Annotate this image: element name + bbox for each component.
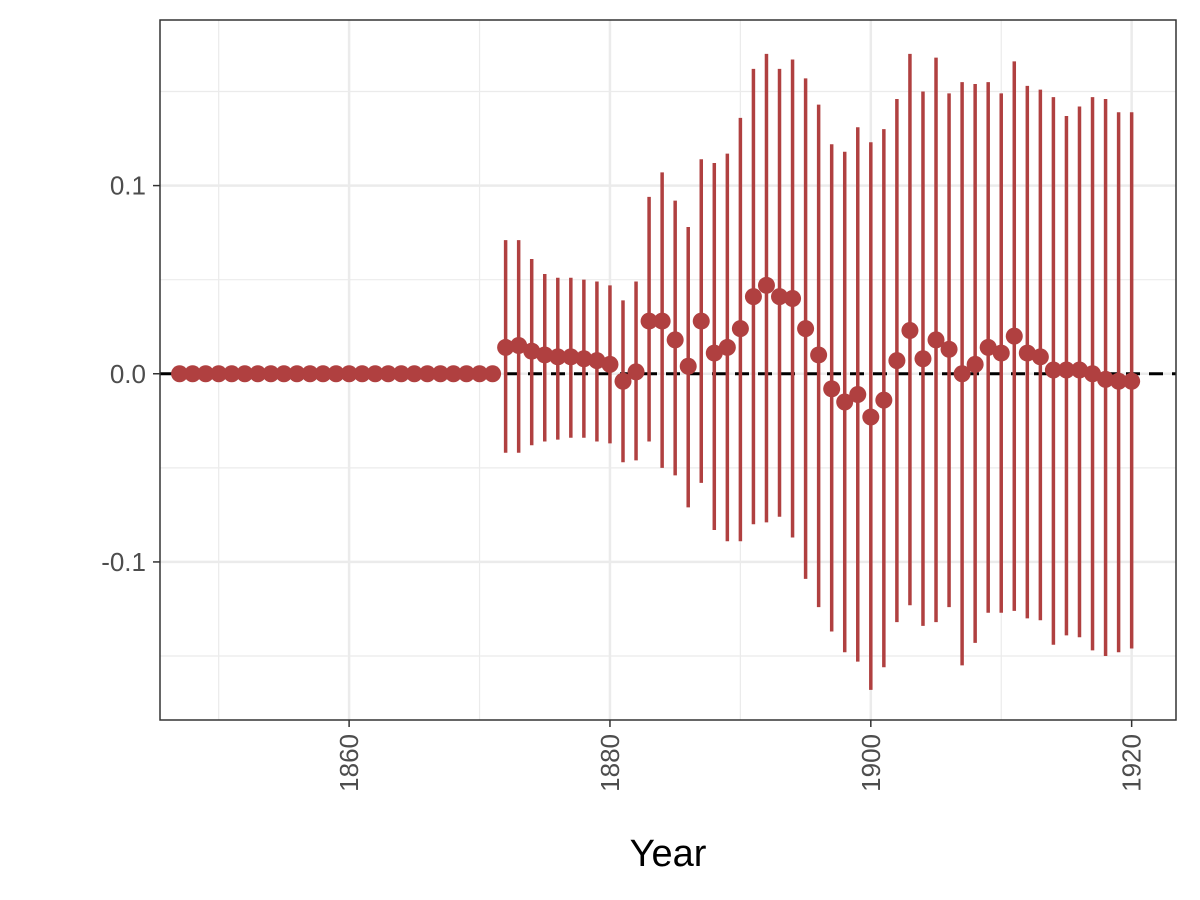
y-tick-label: 0.0: [110, 359, 146, 389]
estimate-point: [536, 346, 554, 364]
estimate-point: [640, 312, 658, 330]
panel-border: [159, 19, 1177, 721]
estimate-point: [262, 365, 280, 383]
error-bars: [503, 53, 1134, 690]
estimate-point: [862, 408, 880, 426]
estimate-point: [914, 350, 932, 368]
estimate-point: [523, 342, 541, 360]
estimate-point: [184, 365, 202, 383]
estimate-point: [979, 338, 997, 356]
estimate-point: [549, 348, 567, 366]
estimate-point: [940, 340, 958, 358]
x-tick-label: 1860: [334, 734, 364, 792]
x-axis: 1860 1880 1900 1920: [334, 720, 1147, 792]
estimate-point: [823, 380, 841, 398]
y-axis: -0.1 0.0 0.1: [101, 171, 160, 577]
estimate-point: [288, 365, 306, 383]
y-tick-label: 0.1: [110, 171, 146, 201]
estimate-point: [249, 365, 267, 383]
estimate-point: [679, 357, 697, 375]
estimate-point: [497, 338, 515, 356]
estimate-point: [431, 365, 449, 383]
estimate-point: [771, 288, 789, 306]
estimate-point: [444, 365, 462, 383]
estimate-point: [1097, 370, 1115, 388]
estimate-point: [484, 365, 502, 383]
estimate-point: [171, 365, 189, 383]
estimate-point: [718, 338, 736, 356]
estimate-point: [1044, 361, 1062, 379]
x-tick-label: 1900: [856, 734, 886, 792]
estimate-point: [471, 365, 489, 383]
estimate-point: [666, 331, 684, 349]
estimate-point: [810, 346, 828, 364]
estimate-point: [275, 365, 293, 383]
estimate-point: [849, 385, 867, 403]
estimate-point: [588, 352, 606, 370]
estimate-point: [927, 331, 945, 349]
estimate-point: [1084, 365, 1102, 383]
estimate-point: [966, 355, 984, 373]
estimate-point: [223, 365, 241, 383]
estimate-point: [705, 344, 723, 362]
estimate-point: [797, 320, 815, 338]
estimate-point: [601, 355, 619, 373]
estimate-point: [562, 348, 580, 366]
y-tick-label: -0.1: [101, 547, 146, 577]
estimate-point: [901, 321, 919, 339]
estimate-point: [1110, 372, 1128, 390]
estimate-point: [405, 365, 423, 383]
x-tick-label: 1920: [1117, 734, 1147, 792]
estimate-point: [875, 391, 893, 409]
estimate-point: [692, 312, 710, 330]
estimate-point: [366, 365, 384, 383]
estimate-point: [627, 363, 645, 381]
estimate-point: [1123, 372, 1141, 390]
estimate-point: [784, 289, 802, 307]
estimate-point: [314, 365, 332, 383]
estimate-point: [836, 393, 854, 411]
estimate-point: [757, 276, 775, 294]
estimate-point: [953, 365, 971, 383]
estimate-point: [327, 365, 345, 383]
estimate-point: [379, 365, 397, 383]
estimate-point: [392, 365, 410, 383]
estimate-point: [197, 365, 215, 383]
x-tick-label: 1880: [595, 734, 625, 792]
x-axis-title: Year: [630, 833, 707, 875]
estimate-point: [1018, 344, 1036, 362]
estimate-point: [992, 344, 1010, 362]
estimate-point: [236, 365, 254, 383]
estimate-point: [301, 365, 319, 383]
estimate-point: [418, 365, 436, 383]
estimate-point: [210, 365, 228, 383]
estimate-point: [1031, 348, 1049, 366]
estimate-point: [731, 320, 749, 338]
estimate-points: [171, 276, 1141, 426]
estimate-point: [353, 365, 371, 383]
estimate-point: [575, 350, 593, 368]
estimate-point: [1070, 361, 1088, 379]
estimate-point: [1057, 361, 1075, 379]
estimate-point: [1005, 327, 1023, 345]
estimate-point: [744, 288, 762, 306]
estimate-point: [614, 372, 632, 390]
estimate-point: [888, 352, 906, 370]
estimate-point: [653, 312, 671, 330]
estimate-point: [510, 337, 528, 355]
estimate-point: [457, 365, 475, 383]
estimate-point: [340, 365, 358, 383]
